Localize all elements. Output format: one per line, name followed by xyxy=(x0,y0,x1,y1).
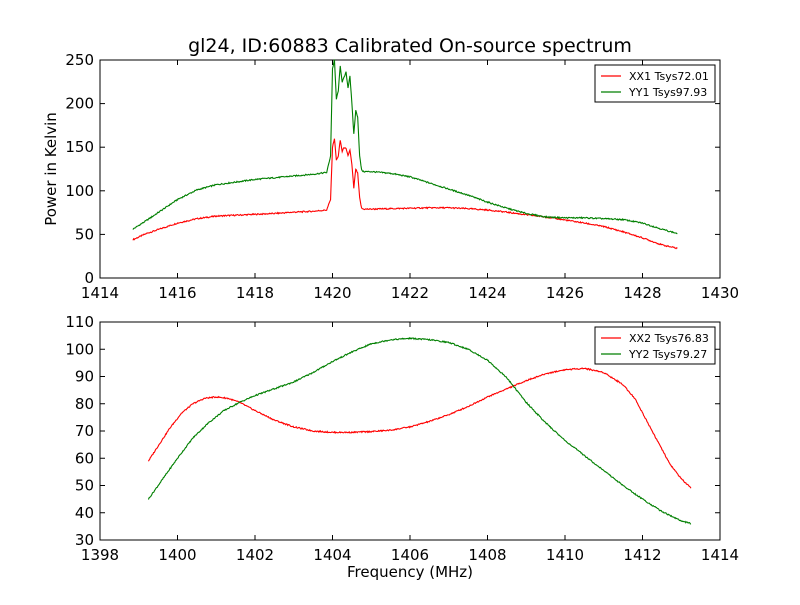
bottom-x-tick-label: 1410 xyxy=(546,546,584,564)
top-x-tick-label: 1428 xyxy=(623,284,661,302)
bottom-series-line-2 xyxy=(147,336,692,525)
top-y-tick-label: 200 xyxy=(65,95,94,113)
top-legend-label-2: YY1 Tsys97.93 xyxy=(628,86,707,99)
top-y-tick-label: 0 xyxy=(84,269,94,287)
bottom-x-tick-label: 1402 xyxy=(236,546,274,564)
top-y-tick-label: 150 xyxy=(65,138,94,156)
bottom-y-tick-label: 90 xyxy=(75,368,94,386)
bottom-panel: 1398 1400 1402 1404 1406 1408 1410 1412 1414 30 40… xyxy=(65,313,739,564)
bottom-y-tick-label: 110 xyxy=(65,313,94,331)
bottom-y-tick-label: 80 xyxy=(75,395,94,413)
bottom-x-tick-label: 1398 xyxy=(81,546,119,564)
bottom-x-tick-label: 1408 xyxy=(468,546,506,564)
bottom-y-tick-label: 70 xyxy=(75,422,94,440)
bottom-y-tick-label: 30 xyxy=(75,531,94,549)
top-x-tick-label: 1422 xyxy=(391,284,429,302)
top-x-tick-label: 1424 xyxy=(468,284,506,302)
bottom-x-tick-label: 1400 xyxy=(158,546,196,564)
top-x-tick-label: 1430 xyxy=(701,284,739,302)
x-axis-label: Frequency (MHz) xyxy=(347,563,473,581)
top-x-tick-label: 1414 xyxy=(81,284,119,302)
bottom-y-tick-label: 60 xyxy=(75,449,94,467)
top-legend-box xyxy=(594,64,716,103)
bottom-y-tick-label: 40 xyxy=(75,504,94,522)
top-x-tick-label: 1418 xyxy=(236,284,274,302)
top-series-line-2 xyxy=(132,59,678,235)
top-series-line-1 xyxy=(132,138,678,250)
bottom-x-tick-label: 1412 xyxy=(623,546,661,564)
bottom-legend-label-1: XX2 Tsys76.83 xyxy=(629,332,709,345)
top-y-tick-label: 50 xyxy=(75,225,94,243)
top-y-tick-label: 250 xyxy=(65,51,94,69)
bottom-x-tick-label: 1404 xyxy=(313,546,351,564)
top-legend-label-1: XX1 Tsys72.01 xyxy=(629,70,709,83)
top-y-tick-label: 100 xyxy=(65,182,94,200)
top-x-tick-label: 1416 xyxy=(158,284,196,302)
bottom-y-tick-label: 50 xyxy=(75,477,94,495)
top-x-tick-label: 1426 xyxy=(546,284,584,302)
bottom-legend-box xyxy=(594,326,716,365)
bottom-x-tick-label: 1406 xyxy=(391,546,429,564)
chart-title: gl24, ID:60883 Calibrated On-source spec… xyxy=(188,35,632,57)
y-axis-label: Power in Kelvin xyxy=(42,112,60,226)
top-x-tick-label: 1420 xyxy=(313,284,351,302)
bottom-legend-label-2: YY2 Tsys79.27 xyxy=(628,348,707,361)
bottom-x-tick-label: 1414 xyxy=(701,546,739,564)
bottom-y-tick-label: 100 xyxy=(65,340,94,358)
top-panel: 1414 1416 1418 1420 1422 1424 1426 1428 1430 0 50 1… xyxy=(65,51,739,302)
bottom-series-line-1 xyxy=(147,367,692,489)
